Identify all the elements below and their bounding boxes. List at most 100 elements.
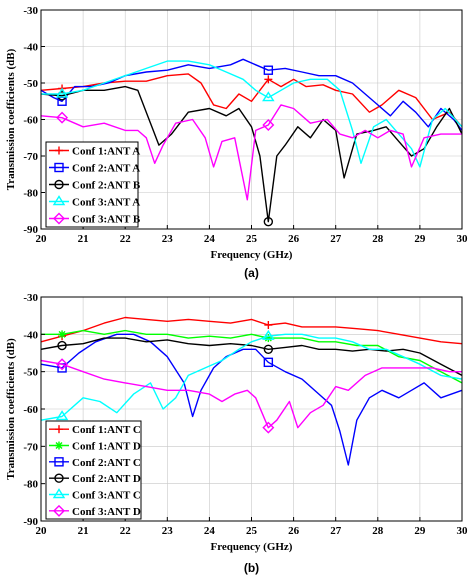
x-axis-label: Frequency (GHz) xyxy=(211,249,293,261)
series-line-5 xyxy=(40,359,462,429)
series-4-marker-0 xyxy=(56,111,69,124)
y-tick-label: -50 xyxy=(23,78,38,90)
series-line-4 xyxy=(40,333,463,421)
legend-entry-3: Conf 3:ANT A xyxy=(49,195,140,209)
legend-entry-2: Conf 2:ANT B xyxy=(49,180,141,192)
series-line-0 xyxy=(40,316,463,345)
legend-marker xyxy=(55,425,63,434)
legend-label: Conf 1:ANT D xyxy=(72,441,141,453)
series-0-marker-1 xyxy=(264,321,273,329)
x-tick-label: 27 xyxy=(330,525,342,537)
legend-entry-5: Conf 3:ANT D xyxy=(49,504,141,518)
series-5-marker-1 xyxy=(262,421,275,434)
y-tick-label: -70 xyxy=(23,441,38,453)
x-tick-label: 24 xyxy=(204,525,216,537)
y-tick-label: -40 xyxy=(23,42,38,54)
x-tick-label: 23 xyxy=(162,233,174,245)
y-tick-label: -30 xyxy=(23,292,38,304)
legend-marker xyxy=(55,441,63,450)
series-0-marker-1 xyxy=(264,75,273,84)
legend-label: Conf 1:ANT C xyxy=(72,424,141,436)
y-tick-label: -90 xyxy=(23,516,38,528)
y-tick-label: -80 xyxy=(23,188,38,200)
legend: Conf 1:ANT C Conf 1:ANT D Conf 2:ANT C Conf… xyxy=(45,420,142,520)
chart-panel-1: 20 21 22 23 24 25 26 27 28 29 30 -30 -40 -50 -60 -70 -80… xyxy=(5,292,468,575)
grid xyxy=(41,10,462,229)
x-tick-label: 28 xyxy=(372,233,384,245)
x-tick-label: 30 xyxy=(457,233,469,245)
legend-box xyxy=(45,420,142,520)
y-tick-label: -40 xyxy=(23,329,38,341)
legend-marker xyxy=(53,504,65,517)
series-line-3 xyxy=(40,337,463,377)
x-tick-label: 20 xyxy=(36,233,48,245)
y-axis-label: Transmission coefficients (dB) xyxy=(5,48,17,190)
legend-label: Conf 2:ANT D xyxy=(72,473,141,485)
series-line-2 xyxy=(40,333,463,466)
legend-label: Conf 2:ANT A xyxy=(72,163,140,175)
legend-marker xyxy=(54,162,64,173)
y-tick-label: -60 xyxy=(23,404,38,416)
legend-entry-0: Conf 1:ANT A xyxy=(49,146,140,158)
legend-entry-3: Conf 2:ANT D xyxy=(49,473,141,485)
x-tick-label: 25 xyxy=(246,233,258,245)
y-tick-label: -30 xyxy=(23,5,38,17)
legend-marker xyxy=(55,146,63,155)
panel-caption: (b) xyxy=(244,561,259,575)
x-tick-label: 26 xyxy=(288,233,300,245)
x-tick-label: 27 xyxy=(330,233,342,245)
x-tick-label: 23 xyxy=(162,525,174,537)
x-tick-label: 20 xyxy=(36,525,48,537)
series-3-marker-1 xyxy=(262,91,275,102)
y-tick-label: -70 xyxy=(23,151,38,163)
legend-marker xyxy=(54,473,64,483)
x-tick-label: 22 xyxy=(120,525,132,537)
panel-caption: (a) xyxy=(244,266,259,280)
x-tick-label: 24 xyxy=(204,233,216,245)
legend-entry-4: Conf 3:ANT B xyxy=(49,212,141,226)
series-2-marker-1 xyxy=(263,357,274,368)
y-tick-label: -90 xyxy=(23,224,38,236)
series-2-marker-1 xyxy=(263,216,274,227)
legend-marker xyxy=(53,212,65,225)
x-tick-label: 30 xyxy=(457,525,469,537)
legend-marker xyxy=(54,457,64,467)
legend-label: Conf 3:ANT B xyxy=(72,214,141,226)
x-tick-label: 26 xyxy=(288,525,300,537)
series-4-marker-0 xyxy=(55,410,69,421)
x-tick-label: 25 xyxy=(246,525,258,537)
legend-label: Conf 3:ANT A xyxy=(72,197,140,209)
series-3-marker-0 xyxy=(55,87,69,98)
legend-marker xyxy=(52,195,66,206)
x-tick-label: 29 xyxy=(414,525,426,537)
legend-label: Conf 1:ANT A xyxy=(72,146,140,158)
series-1-marker-0 xyxy=(58,330,67,339)
series-5-marker-0 xyxy=(56,358,69,371)
x-tick-label: 22 xyxy=(120,233,132,245)
legend-label: Conf 3:ANT D xyxy=(72,506,141,518)
series-1-marker-1 xyxy=(263,65,274,75)
x-tick-label: 29 xyxy=(414,233,426,245)
legend-entry-1: Conf 1:ANT D xyxy=(49,441,141,453)
legend-entry-0: Conf 1:ANT C xyxy=(49,424,141,436)
y-axis-label: Transmission coefficients (dB) xyxy=(5,338,17,480)
series-line-0 xyxy=(40,73,463,128)
series-line-4 xyxy=(40,104,462,201)
legend-marker xyxy=(54,179,64,190)
series-4-marker-1 xyxy=(262,329,275,340)
legend-entry-4: Conf 3:ANT C xyxy=(49,488,141,502)
chart-panel-0: 20 21 22 23 24 25 26 27 28 29 30 -30 -40 -50 -60 -70 -80… xyxy=(5,5,468,280)
legend-entry-1: Conf 2:ANT A xyxy=(49,163,140,175)
series-3-marker-0 xyxy=(57,340,67,351)
legend: Conf 1:ANT A Conf 2:ANT A Conf 2:ANT B Conf… xyxy=(45,141,141,228)
x-tick-label: 21 xyxy=(78,233,89,245)
legend-label: Conf 3:ANT C xyxy=(72,490,141,502)
legend-marker xyxy=(52,488,66,499)
y-tick-label: -60 xyxy=(23,115,38,127)
legend-label: Conf 2:ANT C xyxy=(72,457,141,469)
series-4-marker-1 xyxy=(262,118,275,131)
series-3-marker-1 xyxy=(263,344,274,354)
x-axis-label: Frequency (GHz) xyxy=(211,541,293,553)
x-tick-label: 28 xyxy=(372,525,384,537)
